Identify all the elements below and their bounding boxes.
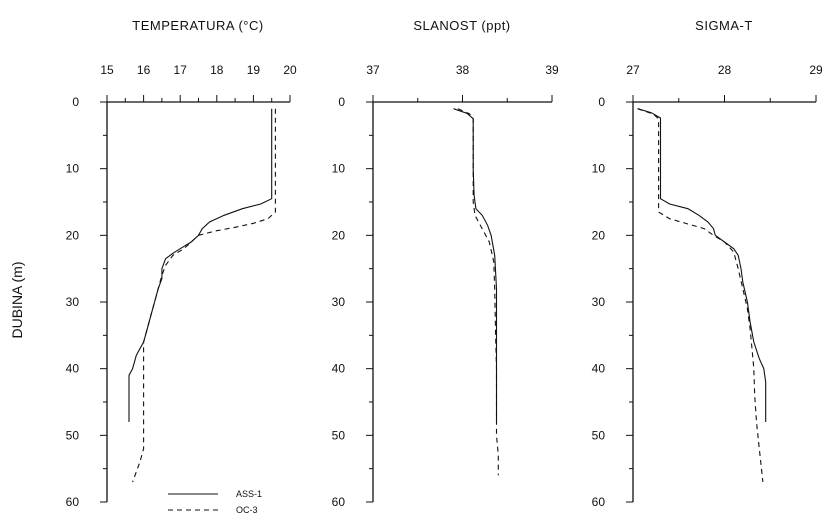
panel-3-y-tick-label: 20 — [592, 228, 606, 242]
panel-2-y-tick-label: 30 — [332, 295, 346, 309]
panel-2-series-ass-1-line — [453, 108, 498, 422]
panel-3-y-tick-label: 40 — [592, 362, 606, 376]
panel-1-x-tick-label: 16 — [137, 63, 151, 77]
legend-label-1: ASS-1 — [236, 489, 262, 499]
panel-1-x-tick-label: 15 — [100, 63, 114, 77]
panel-3-y-tick-label: 60 — [592, 495, 606, 509]
panel-3-y-tick-label: 50 — [592, 428, 606, 442]
legend-label-2: OC-3 — [236, 505, 258, 515]
panel-2-x-tick-label: 39 — [545, 63, 559, 77]
panel-3-y-tick-label: 10 — [592, 162, 606, 176]
panel-1-y-tick-label: 10 — [66, 162, 80, 176]
panel-3-x-tick-label: 27 — [626, 63, 640, 77]
panel-2-y-tick-label: 50 — [332, 428, 346, 442]
panel-2-x-tick-label: 38 — [456, 63, 470, 77]
panel-1-x-tick-label: 17 — [174, 63, 188, 77]
panel-2-y-tick-label: 0 — [338, 95, 345, 109]
panel-2-x-tick-label: 37 — [366, 63, 380, 77]
panel-2-series-oc-3-line — [457, 108, 499, 476]
y-axis-label: DUBINA (m) — [9, 262, 25, 339]
panel-2-title: SLANOST (ppt) — [413, 18, 510, 33]
panel-1-x-tick-label: 20 — [283, 63, 297, 77]
panel-3-y-tick-label: 0 — [598, 95, 605, 109]
panel-3-x-tick-label: 29 — [809, 63, 823, 77]
panel-1-y-tick-label: 0 — [72, 95, 79, 109]
panel-1-y-tick-label: 60 — [66, 495, 80, 509]
panel-1-y-tick-label: 50 — [66, 428, 80, 442]
panel-1-y-tick-label: 30 — [66, 295, 80, 309]
panel-1-x-tick-label: 18 — [210, 63, 224, 77]
panel-1-y-tick-label: 40 — [66, 362, 80, 376]
panel-1-title: TEMPERATURA (°C) — [132, 18, 263, 33]
panel-1-y-tick-label: 20 — [66, 228, 80, 242]
panel-1-series-oc-3-line — [132, 108, 276, 483]
panel-2-y-tick-label: 10 — [332, 162, 346, 176]
panel-3-series-oc-3-line — [637, 108, 764, 483]
panel-3-y-tick-label: 30 — [592, 295, 606, 309]
panel-2-y-tick-label: 60 — [332, 495, 346, 509]
panel-1-series-ass-1-line — [128, 108, 273, 422]
panel-3-series-ass-1-line — [637, 108, 767, 422]
panel-2-y-tick-label: 20 — [332, 228, 346, 242]
panel-1-x-tick-label: 19 — [247, 63, 261, 77]
panel-3-x-tick-label: 28 — [718, 63, 732, 77]
panel-2-y-tick-label: 40 — [332, 362, 346, 376]
panel-3-title: SIGMA-T — [695, 18, 753, 33]
